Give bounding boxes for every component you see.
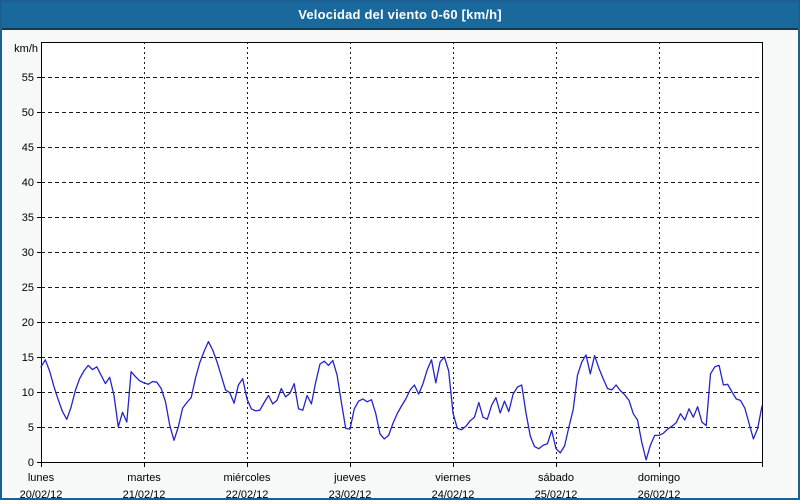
x-day-weekday-label: martes: [127, 472, 161, 484]
x-day-date-label: 26/02/12: [638, 489, 681, 500]
y-axis-unit-label: km/h: [14, 43, 38, 55]
x-day-weekday-label: jueves: [333, 472, 366, 484]
y-tick-label: 45: [22, 142, 34, 154]
x-day-weekday-label: sábado: [538, 472, 574, 484]
y-tick-label: 20: [22, 317, 34, 329]
title-bar: Velocidad del viento 0-60 [km/h]: [2, 2, 798, 30]
y-zero-label: 0: [28, 457, 34, 469]
x-day-date-label: 24/02/12: [432, 489, 475, 500]
y-tick-label: 55: [22, 72, 34, 84]
chart-title: Velocidad del viento 0-60 [km/h]: [298, 7, 502, 22]
x-day-date-label: 21/02/12: [123, 489, 166, 500]
y-tick-label: 50: [22, 107, 34, 119]
x-day-weekday-label: viernes: [435, 472, 471, 484]
x-day-weekday-label: domingo: [638, 472, 680, 484]
x-day-date-label: 20/02/12: [20, 489, 63, 500]
x-day-weekday-label: miércoles: [223, 472, 271, 484]
x-day-date-label: 22/02/12: [226, 489, 269, 500]
wind-speed-line: [40, 340, 763, 461]
y-tick-label: 30: [22, 247, 34, 259]
x-day-date-label: 23/02/12: [329, 489, 372, 500]
y-tick-label: 15: [22, 352, 34, 364]
y-tick-label: 25: [22, 282, 34, 294]
y-tick-label: 10: [22, 387, 34, 399]
y-tick-label: 40: [22, 177, 34, 189]
y-tick-label: 35: [22, 212, 34, 224]
x-day-date-label: 25/02/12: [535, 489, 578, 500]
x-day-weekday-label: lunes: [28, 472, 55, 484]
y-tick-label: 5: [28, 422, 34, 434]
